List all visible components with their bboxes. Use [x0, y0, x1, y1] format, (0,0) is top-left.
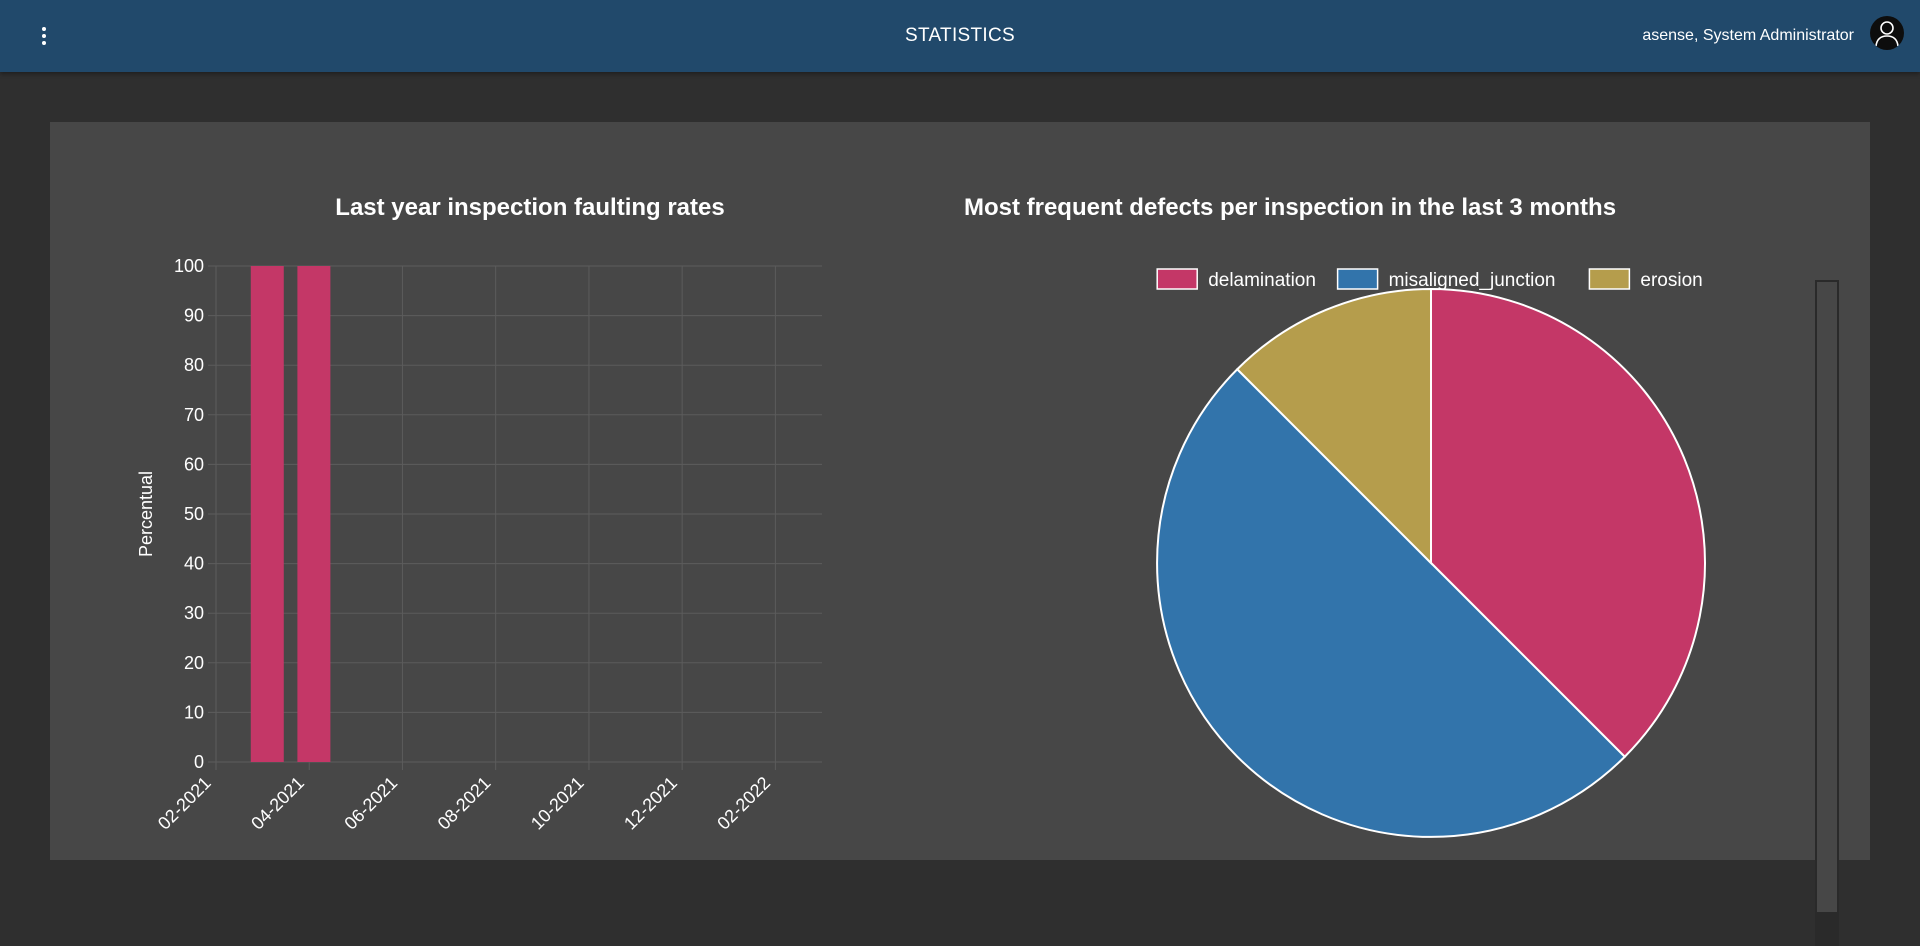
scrollbar[interactable] [1815, 280, 1839, 946]
y-tick-label: 100 [174, 256, 204, 276]
pie-slice [1430, 287, 1706, 759]
user-label: asense, System Administrator [1642, 27, 1854, 44]
legend-swatch [1156, 268, 1198, 290]
x-tick-label: 08-2021 [434, 773, 495, 834]
x-tick-label: 12-2021 [620, 773, 681, 834]
y-tick-label: 30 [184, 603, 204, 623]
x-tick-label: 04-2021 [247, 773, 308, 834]
legend-label: misaligned_junction [1389, 270, 1556, 291]
y-tick-label: 80 [184, 355, 204, 375]
bar [297, 266, 331, 762]
bar-chart: 0 10 20 30 40 50 60 70 80 90 100 02-2021 04-2021 06-2… [136, 256, 822, 834]
y-tick-label: 10 [184, 702, 204, 722]
x-tick-label: 06-2021 [340, 773, 401, 834]
scrollbar-thumb[interactable] [1817, 912, 1837, 944]
y-tick-label: 70 [184, 405, 204, 425]
y-tick-label: 40 [184, 554, 204, 574]
page-title: STATISTICS [905, 25, 1015, 46]
y-tick-label: 90 [184, 306, 204, 326]
bar-chart-title: Last year inspection faulting rates [335, 194, 725, 221]
pie-slice [1235, 287, 1432, 566]
legend-swatch [1588, 268, 1631, 290]
pie-chart: delamination misaligned_junction erosion [1156, 268, 1706, 838]
y-tick-label: 20 [184, 653, 204, 673]
x-tick-label: 02-2022 [713, 773, 774, 834]
account-icon[interactable] [1870, 16, 1904, 50]
top-app-bar: STATISTICS asense, System Administrator [0, 0, 1920, 72]
more-vert-icon[interactable] [30, 20, 58, 52]
y-tick-label: 60 [184, 454, 204, 474]
y-tick-label: 50 [184, 504, 204, 524]
legend-swatch [1336, 268, 1379, 290]
pie-chart-title: Most frequent defects per inspection in … [963, 194, 1617, 221]
legend-label: erosion [1640, 270, 1702, 291]
y-tick-label: 0 [194, 752, 204, 772]
legend-label: delamination [1208, 270, 1316, 291]
y-axis-label: Percentual [136, 471, 156, 557]
x-tick-label: 10-2021 [527, 773, 588, 834]
pie-slice [1156, 367, 1627, 838]
x-tick-label: 02-2021 [154, 773, 215, 834]
bar [250, 266, 284, 762]
statistics-panel: Last year inspection faulting rates 0 10 2… [50, 122, 1870, 946]
